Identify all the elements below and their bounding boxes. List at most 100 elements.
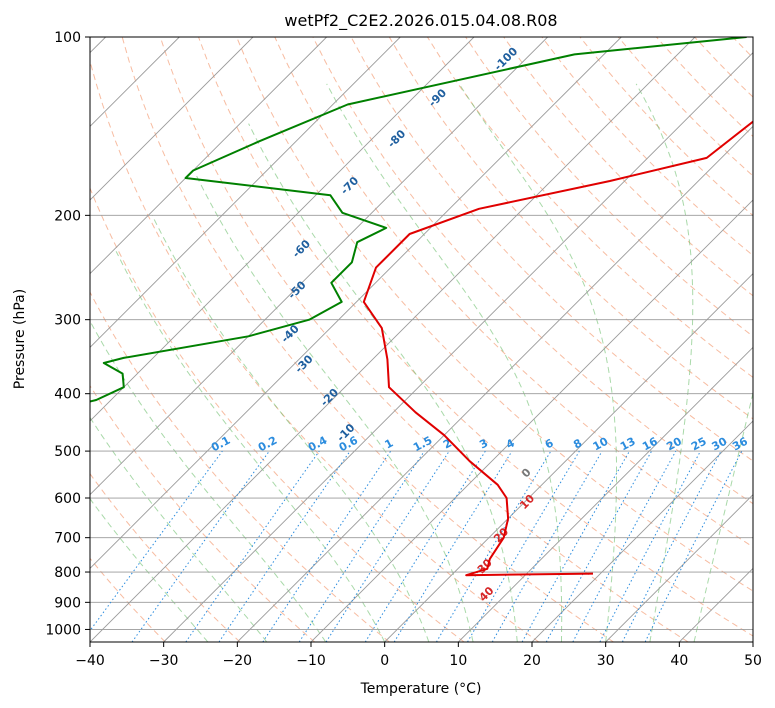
dry-adiabat-line [312,37,753,505]
mixing-ratio-line [185,450,320,642]
mixing-ratio-label: 36 [730,435,750,454]
isotherm-line [90,37,475,422]
dry-adiabat-line [388,37,753,420]
y-tick-label: 400 [54,387,81,403]
mixing-ratio-label: 1 [383,436,396,451]
moist-adiabat-label: 40 [477,584,497,604]
dry-adiabat-line [236,37,753,592]
mixing-ratio-line [90,450,223,632]
dry-adiabat-label: -70 [338,174,361,197]
dry-adiabat-line [503,37,753,297]
isotherm-line [531,420,753,642]
dry-adiabat-label: -80 [385,127,408,150]
dry-adiabat-label: -60 [290,237,313,260]
mixing-ratio-line [325,450,450,642]
dry-adiabat-line [350,37,753,462]
isotherm-line [90,37,401,348]
dry-adiabat-line [90,291,390,642]
x-tick-label: −20 [223,653,253,669]
dry-adiabat-line [732,37,753,59]
mixing-ratio-line [644,450,743,642]
dry-adiabat-label: -90 [426,86,449,109]
mixing-ratio-line [218,450,351,642]
isotherm-line [163,52,753,642]
moist-adiabat-label: 10 [517,492,537,512]
dry-adiabat-line [159,37,689,642]
mixing-ratio-line [364,450,486,642]
mixing-ratio-line [599,450,701,642]
isotherm-line [310,199,753,642]
x-tick-label: 0 [380,653,389,669]
moist-adiabat-label: 0 [519,466,534,481]
isotherm-line [458,346,753,642]
isotherm-line [90,37,327,275]
mixing-ratio-line [131,450,270,642]
dry-adiabat-line [465,37,753,338]
moist-adiabat-label: 30 [475,556,495,576]
x-tick-label: −30 [149,653,179,669]
dry-adiabat-line [121,37,614,642]
x-tick-label: 50 [744,653,762,669]
mixing-ratio-line [572,450,677,642]
y-tick-label: 100 [54,30,81,46]
mixing-ratio-label: 30 [710,435,730,454]
y-tick-label: 200 [54,208,81,224]
y-tick-label: 300 [54,313,81,329]
y-tick-label: 800 [54,565,81,581]
isotherm-line [90,37,622,569]
temperature-trace [362,120,753,577]
mixing-ratio-label: 4 [504,436,517,451]
mixing-ratio-label: 16 [640,435,660,454]
moist-adiabat-line [635,83,694,642]
isotherm-line [752,641,753,642]
x-axis-label: Temperature (°C) [360,681,482,697]
plot-frame [89,36,754,643]
moist-adiabat-line [458,83,617,642]
dry-adiabat-label: -20 [318,386,341,409]
dewpoint-trace [90,37,747,403]
moist-adiabat-line [194,173,474,642]
background-lines [90,37,775,642]
y-tick-label: 500 [54,444,81,460]
mixing-ratio-line [521,450,630,642]
isotherm-line [90,37,548,496]
dry-adiabat-line [426,37,753,378]
mixing-ratio-line [298,450,425,642]
dry-adiabat-line [90,384,316,642]
y-tick-label: 1000 [45,622,81,638]
mixing-ratio-label: 3 [477,436,490,451]
isotherm-line [90,37,254,201]
moist-adiabat-line [326,83,563,642]
mixing-ratio-label: 25 [689,435,709,454]
mixing-ratio-line [262,450,392,642]
mixing-ratio-label: 13 [618,435,638,454]
isotherm-line [384,273,753,642]
x-tick-label: 40 [670,653,688,669]
dry-adiabat-line [771,37,775,642]
moist-adiabat-line [115,251,386,642]
mixing-ratio-line [393,450,513,642]
x-tick-label: −40 [75,653,105,669]
mixing-ratio-label: 6 [543,436,556,451]
mixing-ratio-label: 20 [664,435,684,454]
dry-adiabat-line [656,37,753,138]
moist-adiabat-line [90,497,209,642]
mixing-ratio-line [621,450,722,642]
isotherm-line [90,37,696,642]
moist-adiabat-line [248,123,518,642]
x-tick-label: 30 [597,653,615,669]
y-tick-label: 700 [54,531,81,547]
sounding-traces [90,37,753,577]
dry-adiabat-line [90,59,540,642]
y-tick-label: 900 [54,595,81,611]
y-axis-label: Pressure (hPa) [12,289,28,389]
isotherm-line [605,494,753,642]
dry-adiabat-label: -50 [285,278,308,301]
mixing-ratio-label: 10 [591,435,611,454]
moist-adiabat-line [151,215,430,642]
x-tick-label: 20 [523,653,541,669]
x-tick-label: −10 [296,653,326,669]
dry-adiabat-line [90,186,465,642]
mixing-ratio-line [435,450,552,642]
